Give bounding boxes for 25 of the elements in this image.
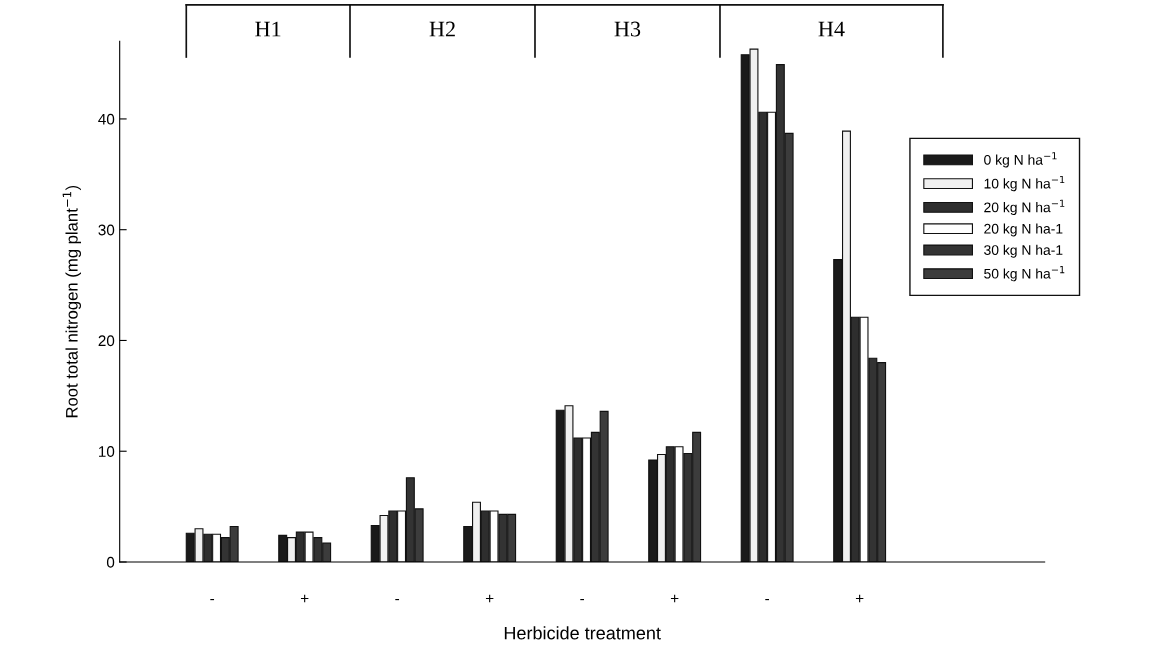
legend-label: 30 kg N ha-1 (984, 244, 1063, 258)
x-tick-label: - (395, 598, 400, 601)
x-tick-label: - (210, 598, 215, 601)
y-tick-label: 20 (98, 335, 115, 347)
y-tick-label: 30 (98, 224, 115, 236)
legend-label: 20 kg N ha$^{−1}$ (984, 199, 1065, 216)
x-tick-label: + (485, 594, 494, 603)
x-tick-label: - (580, 598, 585, 601)
legend-label: 50 kg N ha$^{−1}$ (984, 266, 1065, 282)
text: H2 (429, 21, 455, 37)
x-axis-title: Herbicide treatment (504, 626, 661, 640)
x-tick-label: + (670, 594, 679, 603)
x-tick-label: - (765, 598, 770, 601)
legend-label: 0 kg N ha$^{−1}$ (984, 152, 1057, 168)
y-axis-title: Root total nitrogen (mg plant$^{−1}$) (62, 185, 82, 418)
y-tick-label: 40 (98, 113, 115, 125)
legend-label: 10 kg N ha$^{−1}$ (984, 175, 1065, 192)
legend-label: 20 kg N ha-1 (984, 223, 1063, 237)
y-tick-label: 0 (106, 556, 115, 568)
y-tick-label: 10 (99, 446, 115, 457)
x-tick-label: + (300, 594, 309, 603)
x-tick-label: + (855, 594, 864, 603)
text: H1 (255, 21, 281, 37)
text: H4 (818, 21, 845, 37)
text: H3 (614, 21, 641, 37)
